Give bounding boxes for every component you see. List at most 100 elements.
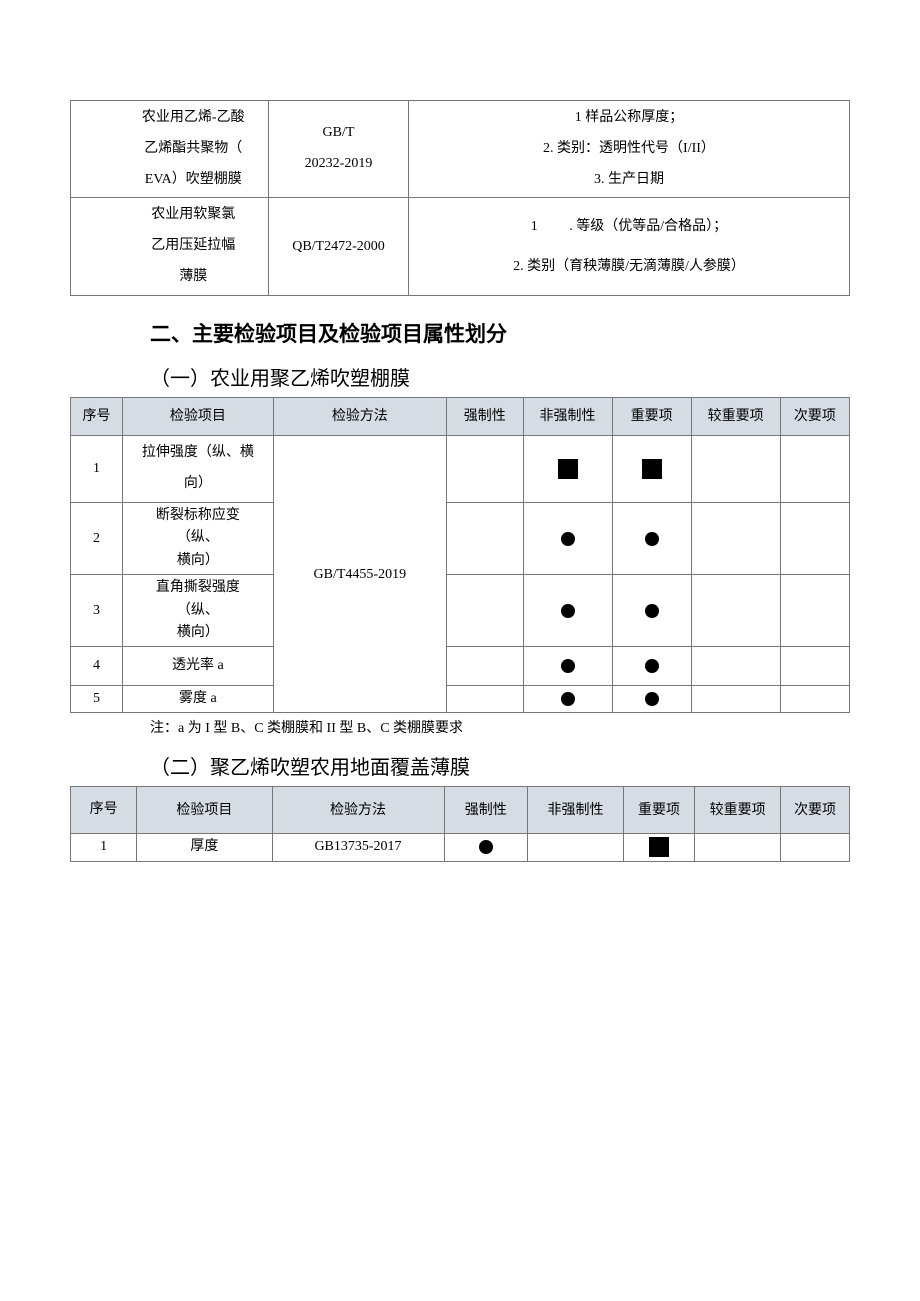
cell-mark [781,834,850,861]
table-header-row: 序号 检验项目 检验方法 强制性 非强制性 重要项 较重要项 次要项 [71,397,850,436]
cell-item: 厚度 [137,834,272,861]
inspection-table-2: 序号 检验项目 检验方法 强制性 非强制性 重要项 较重要项 次要项 1 厚度 … [70,786,850,861]
th-item: 检验项目 [122,397,273,436]
section-heading-2: 二、主要检验项目及检验项目属性划分 [150,318,850,348]
square-mark-icon [649,837,669,857]
cell-mark [612,575,691,647]
th-seq: 序号 [71,787,137,834]
cell-standard: QB/T2472-2000 [269,198,409,295]
table-row: 2 断裂标称应变 （纵、 横向） [71,502,850,574]
cell-mark [446,575,523,647]
cell-mark [780,436,849,503]
dot-mark-icon [561,692,575,706]
dot-mark-icon [645,532,659,546]
cell-mark [523,502,612,574]
cell-mark [691,575,780,647]
cell-mark [446,685,523,712]
table-row: 农业用软聚氯 乙用压延拉幅 薄膜 QB/T2472-2000 1 . 等级（优等… [71,198,850,295]
cell-mark [691,647,780,686]
cell-mark [780,575,849,647]
th-nonmandatory: 非强制性 [528,787,624,834]
cell-mark [523,685,612,712]
cell-no: 3 [71,575,123,647]
cell-no: 1 [71,834,137,861]
cell-mark [612,502,691,574]
th-method: 检验方法 [273,397,446,436]
cell-standard: GB/T 20232-2019 [269,101,409,198]
cell-mark [523,575,612,647]
cell-no: 5 [71,685,123,712]
th-important: 重要项 [623,787,694,834]
th-moderate: 较重要项 [695,787,781,834]
table-note: 注：a 为 I 型 B、C 类棚膜和 II 型 B、C 类棚膜要求 [150,717,850,737]
text: 1 样品公称厚度； 2. 类别：透明性代号（I/II） 3. 生产日期 [543,110,715,187]
th-important: 重要项 [612,397,691,436]
table-row: 1 厚度 GB13735-2017 [71,834,850,861]
th-method: 检验方法 [272,787,444,834]
text: GB/T 20232-2019 [305,125,373,171]
dot-mark-icon [645,604,659,618]
cell-blank [71,198,119,295]
cell-mark [612,685,691,712]
cell-item: 直角撕裂强度 （纵、 横向） [122,575,273,647]
cell-mark [695,834,781,861]
cell-desc: 1 样品公称厚度； 2. 类别：透明性代号（I/II） 3. 生产日期 [409,101,850,198]
dot-mark-icon [561,604,575,618]
section-heading-3: （一）农业用聚乙烯吹塑棚膜 [150,362,850,391]
cell-mark [523,436,612,503]
table-row: 3 直角撕裂强度 （纵、 横向） [71,575,850,647]
th-mandatory: 强制性 [446,397,523,436]
cell-no: 1 [71,436,123,503]
th-item: 检验项目 [137,787,272,834]
cell-blank [71,101,119,198]
square-mark-icon [558,459,578,479]
th-mandatory: 强制性 [444,787,528,834]
text: 农业用软聚氯 乙用压延拉幅 薄膜 [151,207,235,284]
cell-mark [523,647,612,686]
th-moderate: 较重要项 [691,397,780,436]
cell-item: 拉伸强度（纵、横 向） [122,436,273,503]
cell-mark [612,647,691,686]
text: 1 . 等级（优等品/合格品）； [413,207,845,246]
cell-mark [780,502,849,574]
dot-mark-icon [645,692,659,706]
dot-mark-icon [561,659,575,673]
cell-mark [691,685,780,712]
text: 断裂标称应变 （纵、 横向） [156,508,240,568]
th-nonmandatory: 非强制性 [523,397,612,436]
cell-mark [612,436,691,503]
dot-mark-icon [561,532,575,546]
text: 农业用乙烯-乙酸 乙烯酯共聚物（ EVA）吹塑棚膜 [142,110,245,187]
table-header-row: 序号 检验项目 检验方法 强制性 非强制性 重要项 较重要项 次要项 [71,787,850,834]
cell-mark [691,436,780,503]
text: 2. 类别（育秧薄膜/无滴薄膜/人参膜） [413,247,845,286]
table-row: 4 透光率 a [71,647,850,686]
cell-product: 农业用乙烯-乙酸 乙烯酯共聚物（ EVA）吹塑棚膜 [119,101,269,198]
text: 直角撕裂强度 （纵、 横向） [156,580,240,640]
th-minor: 次要项 [780,397,849,436]
cell-mark [446,436,523,503]
cell-method: GB/T4455-2019 [273,436,446,713]
standards-table: 农业用乙烯-乙酸 乙烯酯共聚物（ EVA）吹塑棚膜 GB/T 20232-201… [70,100,850,296]
cell-mark [780,685,849,712]
th-seq: 序号 [71,397,123,436]
square-mark-icon [642,459,662,479]
dot-mark-icon [645,659,659,673]
cell-item: 透光率 a [122,647,273,686]
inspection-table-1: 序号 检验项目 检验方法 强制性 非强制性 重要项 较重要项 次要项 1 拉伸强… [70,397,850,714]
text: QB/T2472-2000 [292,239,385,254]
dot-mark-icon [479,840,493,854]
text: 拉伸强度（纵、横 向） [142,445,254,491]
cell-product: 农业用软聚氯 乙用压延拉幅 薄膜 [119,198,269,295]
cell-no: 2 [71,502,123,574]
cell-mark [446,502,523,574]
cell-mark [444,834,528,861]
cell-mark [446,647,523,686]
cell-mark [691,502,780,574]
cell-mark [780,647,849,686]
cell-item: 断裂标称应变 （纵、 横向） [122,502,273,574]
table-row: 农业用乙烯-乙酸 乙烯酯共聚物（ EVA）吹塑棚膜 GB/T 20232-201… [71,101,850,198]
cell-method: GB13735-2017 [272,834,444,861]
document-page: 农业用乙烯-乙酸 乙烯酯共聚物（ EVA）吹塑棚膜 GB/T 20232-201… [0,0,920,1062]
th-minor: 次要项 [781,787,850,834]
